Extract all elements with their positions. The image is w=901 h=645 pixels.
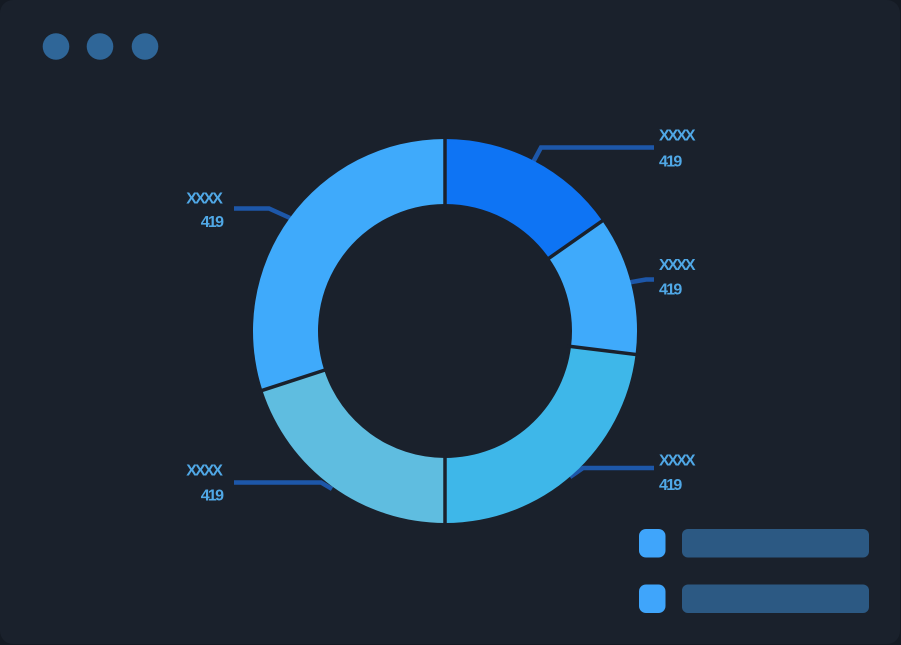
svg-text:XXXX: XXXX <box>186 463 224 480</box>
svg-text:419: 419 <box>201 214 225 231</box>
svg-text:419: 419 <box>659 477 683 494</box>
svg-text:XXXX: XXXX <box>186 191 224 208</box>
svg-text:419: 419 <box>659 282 683 299</box>
svg-text:XXXX: XXXX <box>659 453 697 470</box>
svg-text:XXXX: XXXX <box>659 257 697 274</box>
svg-text:XXXX: XXXX <box>659 128 697 145</box>
svg-text:419: 419 <box>201 488 225 505</box>
svg-text:419: 419 <box>659 154 683 171</box>
